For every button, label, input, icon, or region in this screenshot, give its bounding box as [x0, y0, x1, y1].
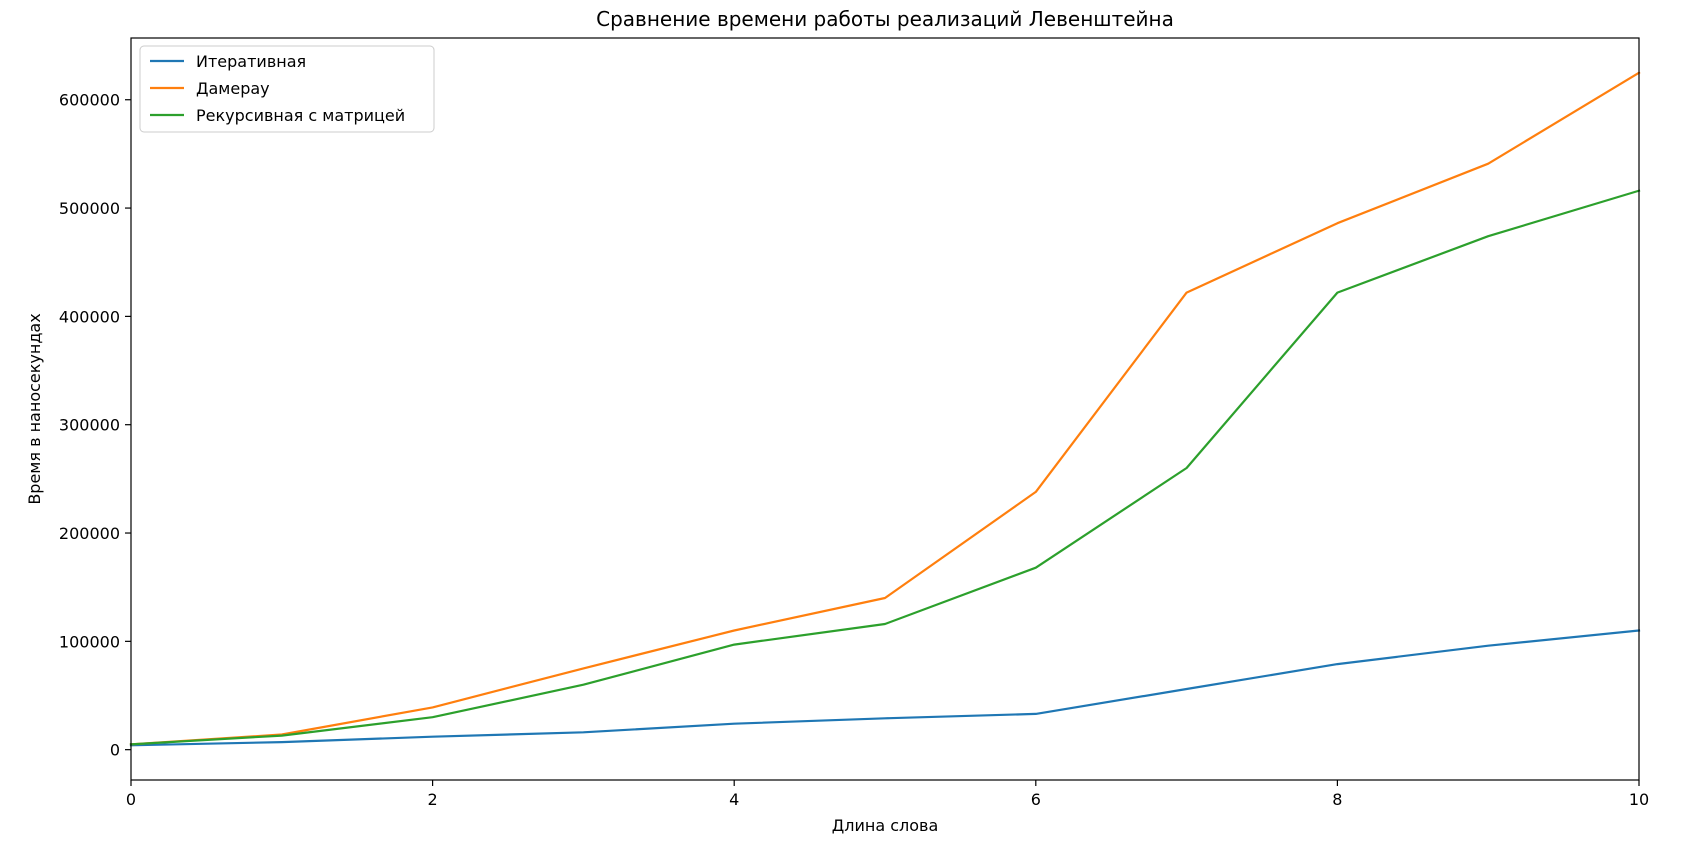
y-tick-label-3: 300000: [59, 416, 120, 435]
legend-label-2: Рекурсивная с матрицей: [196, 106, 405, 125]
series-line-2: [129, 189, 1641, 746]
legend-label-0: Итеративная: [196, 52, 306, 71]
y-tick-label-4: 400000: [59, 307, 120, 326]
plot-frame: [130, 37, 1640, 781]
y-tick-label-5: 500000: [59, 199, 120, 218]
series-line-1: [129, 71, 1641, 746]
legend-box: [139, 45, 435, 133]
series-line-0: [129, 629, 1641, 747]
x-tick-label-2: 4: [729, 790, 739, 809]
y-axis: 0 100000 200000 300000 400000 500000 600000: [59, 91, 131, 760]
x-axis: 0 2 4 6 8 10: [126, 780, 1649, 809]
x-tick-label-4: 8: [1332, 790, 1342, 809]
plot-lines: [129, 71, 1641, 747]
legend-label-1: Дамерау: [196, 79, 270, 98]
y-tick-label-6: 600000: [59, 91, 120, 110]
chart-title: Сравнение времени работы реализаций Леве…: [596, 7, 1174, 31]
x-tick-label-0: 0: [126, 790, 136, 809]
y-tick-label-1: 100000: [59, 632, 120, 651]
x-axis-label: Длина слова: [832, 816, 939, 835]
y-tick-label-0: 0: [110, 741, 120, 760]
x-tick-label-3: 6: [1031, 790, 1041, 809]
legend: Итеративная Дамерау Рекурсивная с матрицей: [139, 45, 435, 133]
y-axis-label: Время в наносекундах: [25, 313, 44, 504]
x-tick-label-1: 2: [428, 790, 438, 809]
y-tick-label-2: 200000: [59, 524, 120, 543]
x-tick-label-5: 10: [1629, 790, 1649, 809]
